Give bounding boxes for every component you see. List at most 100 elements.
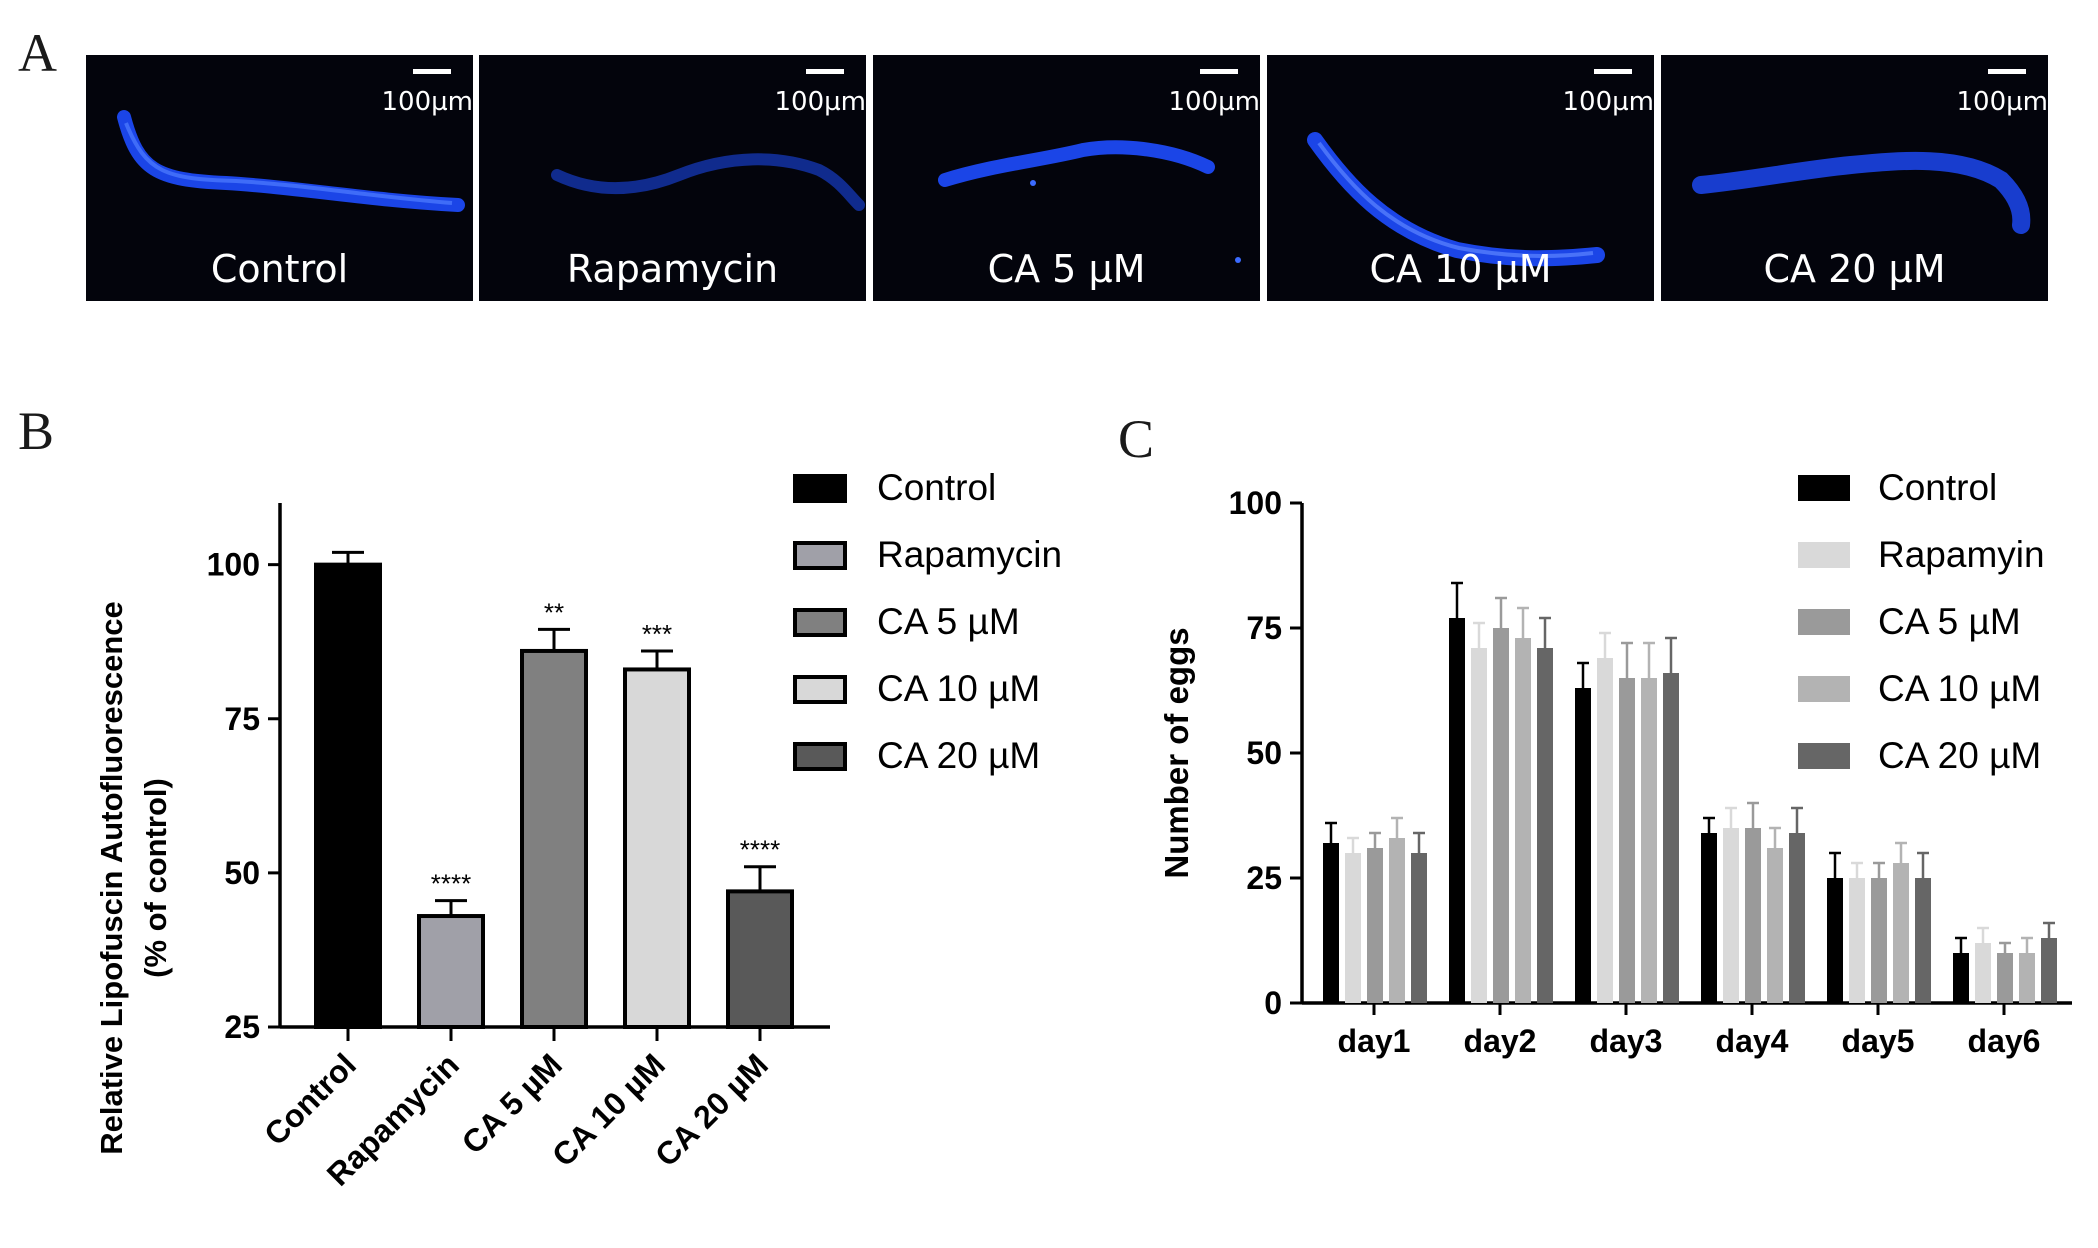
legend-label: CA 5 µM — [1878, 601, 2021, 642]
bar — [1849, 878, 1865, 1003]
legend-label: Rapamycin — [877, 534, 1062, 575]
legend-label: CA 10 µM — [877, 668, 1040, 709]
legend-swatch — [1798, 609, 1850, 635]
bar — [1641, 678, 1657, 1003]
bar — [1789, 833, 1805, 1003]
x-tick-label: day4 — [1716, 1023, 1789, 1059]
legend-swatch — [1798, 542, 1850, 568]
legend-swatch — [793, 608, 847, 637]
bar — [520, 648, 588, 1029]
y-tick-label: 75 — [224, 701, 260, 737]
scale-bar — [1200, 69, 1238, 74]
scale-label: 100µm — [1562, 87, 1655, 117]
bar — [623, 667, 691, 1029]
x-tick-label: day6 — [1968, 1023, 2041, 1059]
y-tick-label: 25 — [1246, 860, 1282, 896]
x-tick-label: day1 — [1338, 1023, 1411, 1059]
panel-c-letter: C — [1118, 409, 1155, 469]
legend-label: Control — [1878, 467, 1997, 508]
legend-label: CA 20 µM — [877, 735, 1040, 776]
bar — [1745, 828, 1761, 1003]
significance-label: **** — [740, 835, 780, 865]
bar — [726, 889, 794, 1029]
bar — [1953, 953, 1969, 1003]
x-tick-label: day2 — [1464, 1023, 1537, 1059]
bar — [1411, 853, 1427, 1003]
x-tick-label: Control — [257, 1046, 363, 1152]
micrograph-ca5: 100µm CA 5 µM — [873, 55, 1260, 301]
scale-label: 100µm — [381, 87, 474, 117]
bar — [1893, 863, 1909, 1003]
legend-label: Rapamyin — [1878, 534, 2045, 575]
micrograph-ca20: 100µm CA 20 µM — [1661, 55, 2048, 301]
y-tick-label: 0 — [1264, 985, 1282, 1021]
scale-label: 100µm — [1168, 87, 1261, 117]
bar — [1449, 618, 1465, 1003]
legend-swatch — [793, 675, 847, 704]
scale-bar — [806, 69, 844, 74]
scale-label: 100µm — [1956, 87, 2049, 117]
x-tick-label: day3 — [1590, 1023, 1663, 1059]
legend-swatch — [793, 474, 847, 503]
worm-fluorescence — [551, 153, 865, 211]
y-axis-subtitle: (% of control) — [138, 778, 173, 978]
x-tick-label: CA 10 µM — [545, 1046, 672, 1173]
micrograph-label: CA 10 µM — [1369, 247, 1552, 291]
legend-swatch — [793, 742, 847, 771]
legend-label: Control — [877, 467, 996, 508]
scale-label: 100µm — [774, 87, 867, 117]
bar — [1515, 638, 1531, 1003]
scale-bar — [413, 69, 451, 74]
legend-swatch — [1798, 676, 1850, 702]
x-tick-label: day5 — [1842, 1023, 1915, 1059]
bar — [1871, 878, 1887, 1003]
y-tick-label: 100 — [1229, 485, 1282, 521]
lipofuscin-bar-chart: 25 50 75 100 Relative Lipofuscin Autofluores… — [94, 467, 1062, 1193]
worm-fluorescence — [1307, 132, 1605, 267]
eggs-bar-chart: 0 25 50 75 100 Number of eggs day1 day2 day3 day4… — [1158, 467, 2072, 1059]
y-tick-label: 25 — [224, 1009, 260, 1045]
bar — [314, 562, 382, 1029]
bar — [1619, 678, 1635, 1003]
worm-fluorescence — [1692, 151, 2031, 234]
bar — [1701, 833, 1717, 1003]
scale-bar — [1988, 69, 2026, 74]
legend-label: CA 5 µM — [877, 601, 1020, 642]
bar — [2019, 953, 2035, 1003]
legend-label: CA 20 µM — [1878, 735, 2041, 776]
legend-swatch — [1798, 743, 1850, 769]
bar — [1493, 628, 1509, 1003]
micrograph-label: Control — [210, 247, 349, 291]
significance-label: **** — [431, 869, 471, 899]
y-tick-label: 100 — [207, 547, 260, 583]
micrograph-label: CA 5 µM — [987, 247, 1146, 291]
legend-swatch — [793, 541, 847, 570]
bar — [1663, 673, 1679, 1003]
micrograph-label: Rapamycin — [566, 247, 779, 291]
worm-fluorescence — [117, 110, 465, 212]
micrograph-rapamycin: 100µm Rapamycin — [479, 55, 866, 301]
bar — [1597, 658, 1613, 1003]
panel-a-letter: A — [18, 23, 57, 83]
bar — [1471, 648, 1487, 1003]
bar — [1915, 878, 1931, 1003]
bar — [1389, 838, 1405, 1003]
y-tick-label: 50 — [224, 855, 260, 891]
y-tick-label: 75 — [1246, 610, 1282, 646]
panel-b-letter: B — [18, 401, 55, 461]
x-tick-label: CA 20 µM — [648, 1046, 775, 1173]
bar — [1997, 953, 2013, 1003]
micrograph-ca10: 100µm CA 10 µM — [1267, 55, 1654, 301]
bar — [1827, 878, 1843, 1003]
bar — [1575, 688, 1591, 1003]
legend-swatch — [1798, 475, 1850, 501]
bar — [1345, 853, 1361, 1003]
bar — [1723, 828, 1739, 1003]
y-axis-title: Relative Lipofuscin Autofluorescence — [94, 601, 129, 1155]
bar — [1323, 843, 1339, 1003]
micrograph-label: CA 20 µM — [1763, 247, 1946, 291]
bar — [1537, 648, 1553, 1003]
micrograph-control: 100µm Control — [86, 55, 473, 301]
bar — [1975, 943, 1991, 1003]
scale-bar — [1594, 69, 1632, 74]
